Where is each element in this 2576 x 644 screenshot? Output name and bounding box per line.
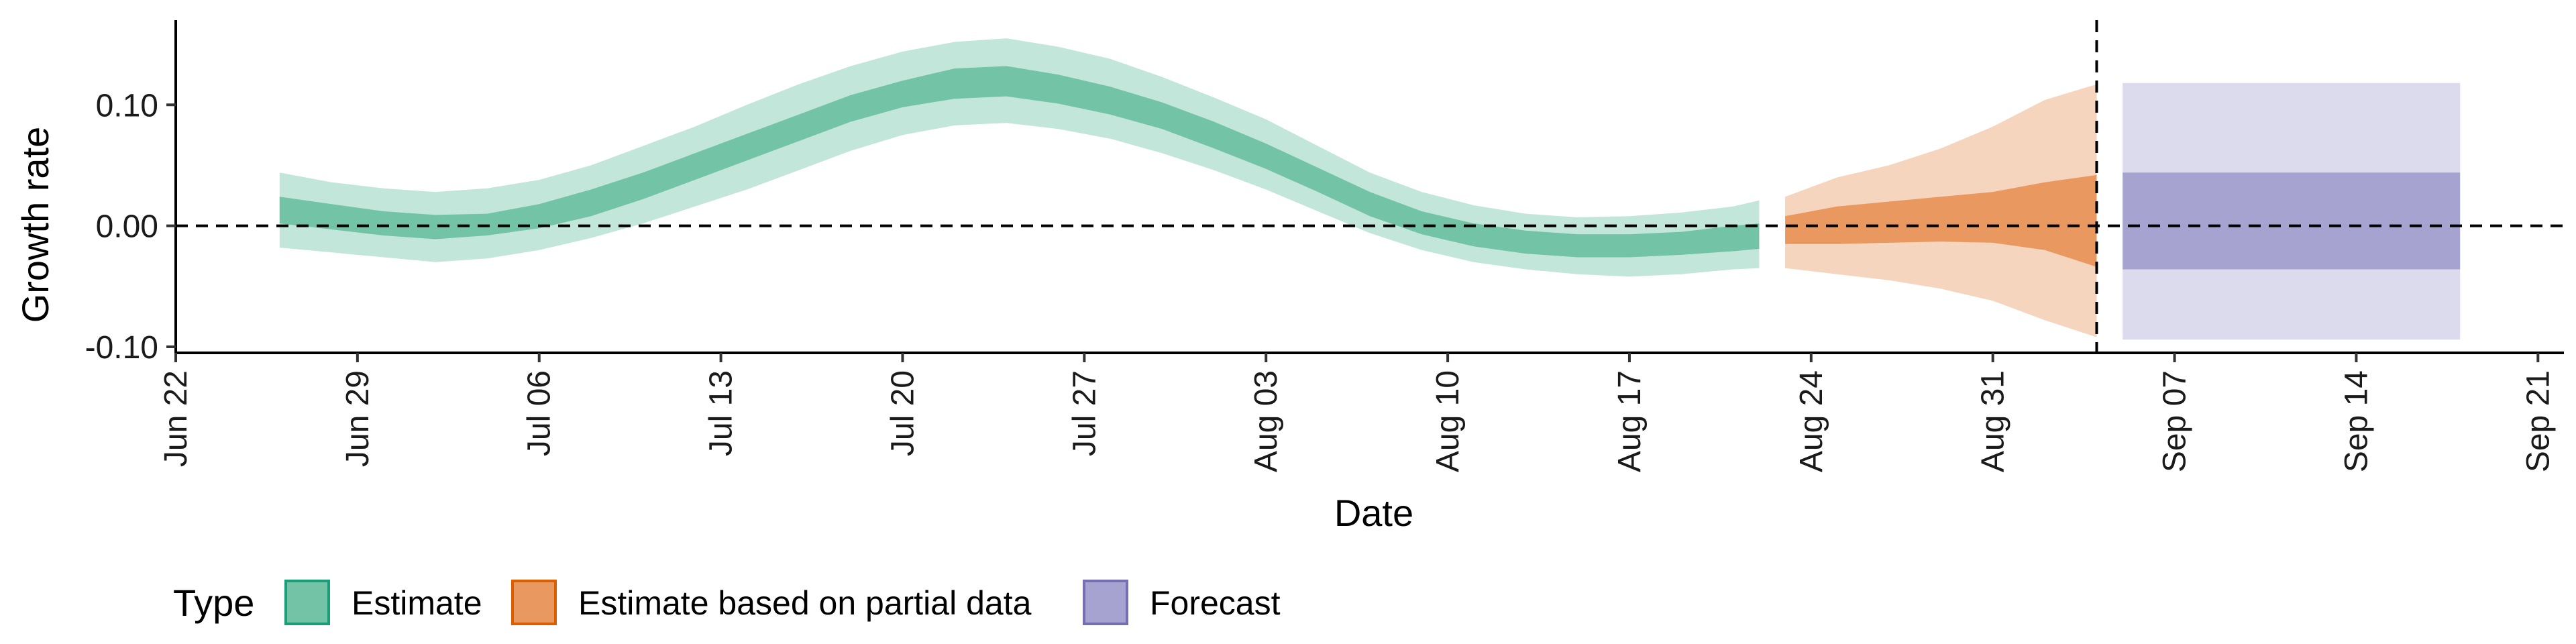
legend-label-forecast: Forecast: [1150, 584, 1281, 622]
x-tick-label: Jul 20: [885, 370, 920, 456]
x-tick-label: Aug 10: [1430, 370, 1466, 472]
legend-key-estimate-based-on-partial-data: [511, 580, 557, 625]
x-tick-label: Sep 07: [2157, 370, 2193, 472]
legend-key-estimate: [284, 580, 330, 625]
legend-label-estimate-based-on-partial-data: Estimate based on partial data: [578, 584, 1032, 622]
x-tick-label: Jun 22: [158, 370, 194, 467]
x-tick-label: Jul 13: [704, 370, 739, 456]
y-axis-ticks: -0.10 0.00 0.10: [85, 88, 176, 366]
reference-lines: [176, 20, 2564, 353]
ribbon-bands: [279, 38, 2461, 340]
forecast-inner-band: [2123, 172, 2461, 270]
legend-title: Type: [173, 582, 254, 624]
x-tick-label: Jul 06: [522, 370, 557, 456]
x-tick-label: Jul 27: [1067, 370, 1102, 456]
legend: Type Estimate Estimate based on partial d…: [173, 580, 1281, 625]
x-axis-title: Date: [1334, 492, 1413, 534]
y-tick-label: 0.00: [96, 209, 158, 245]
estimate-based-on-partial-data-inner-band: [1785, 174, 2097, 267]
axes: [174, 20, 2564, 354]
x-tick-label: Aug 24: [1794, 370, 1829, 472]
y-axis-title: Growth rate: [14, 127, 56, 323]
y-tick-label: -0.10: [85, 330, 158, 366]
x-tick-label: Sep 14: [2339, 370, 2374, 472]
x-tick-label: Aug 03: [1248, 370, 1284, 472]
x-tick-label: Aug 31: [1976, 370, 2011, 472]
legend-label-estimate: Estimate: [352, 584, 482, 622]
x-tick-label: Aug 17: [1612, 370, 1648, 472]
x-axis-ticks: Jun 22 Jun 29 Jul 06 Jul 13 Jul 20 Jul 27 Aug …: [158, 353, 2556, 472]
x-tick-label: Sep 21: [2520, 370, 2556, 472]
estimate-inner-band: [279, 66, 1760, 258]
x-tick-label: Jun 29: [340, 370, 376, 467]
y-tick-label: 0.10: [96, 88, 158, 123]
legend-key-forecast: [1083, 580, 1128, 625]
